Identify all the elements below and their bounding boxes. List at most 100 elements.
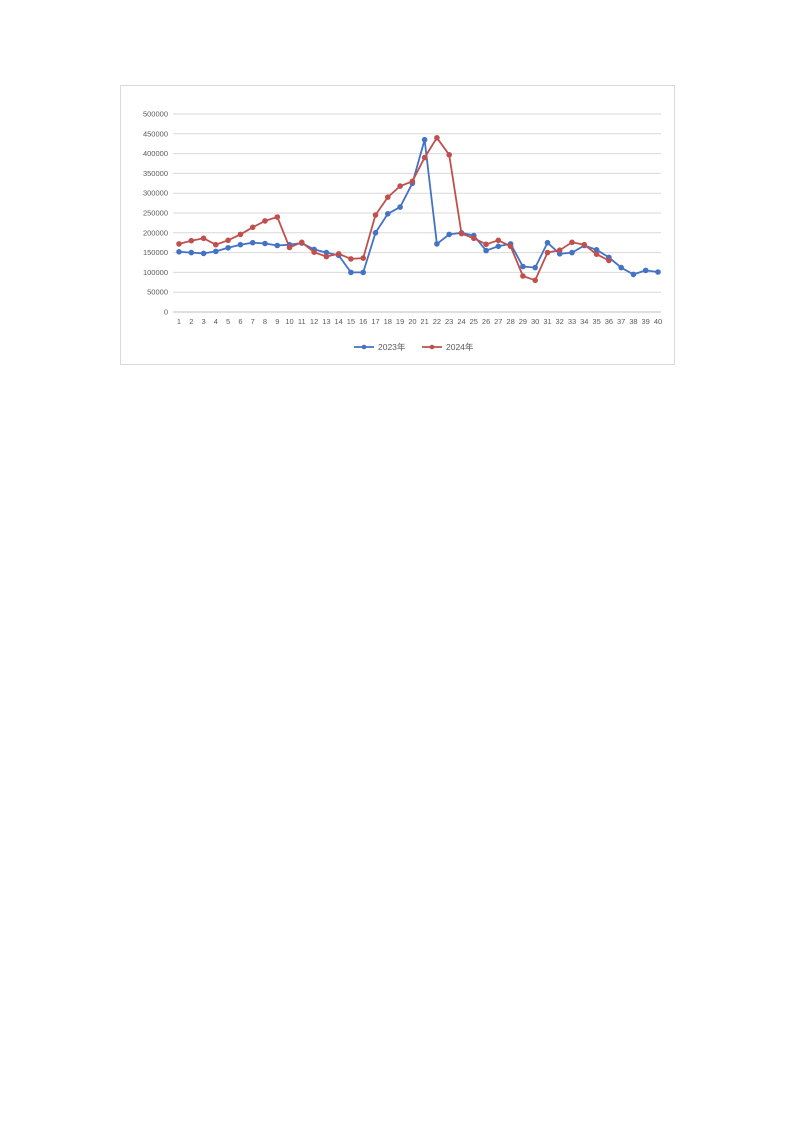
data-point-marker (213, 248, 219, 255)
x-axis-tick-label: 5 (226, 317, 230, 326)
x-axis-tick-label: 15 (347, 317, 355, 326)
data-point-marker (532, 277, 539, 284)
data-point-marker (348, 269, 354, 276)
x-axis-tick-label: 9 (275, 317, 279, 326)
x-axis-tick-label: 19 (396, 317, 404, 326)
data-point-marker (630, 271, 637, 278)
data-point-marker (421, 136, 428, 143)
data-point-marker (569, 249, 575, 256)
y-axis-tick-label: 0 (164, 308, 168, 317)
legend-label: 2024年 (446, 342, 474, 352)
data-point-marker (188, 237, 195, 244)
data-point-marker (237, 241, 244, 248)
data-point-marker (556, 247, 563, 253)
x-axis-tick-label: 17 (371, 317, 379, 326)
x-axis-tick-label: 24 (457, 317, 465, 326)
data-point-marker (200, 250, 207, 257)
data-point-marker (274, 242, 281, 249)
y-axis-tick-label: 50000 (147, 288, 168, 297)
data-point-marker (495, 237, 502, 244)
x-axis-tick-label: 37 (617, 317, 625, 326)
x-axis-tick-label: 31 (543, 317, 551, 326)
data-point-marker (397, 204, 403, 210)
data-point-marker (323, 253, 330, 260)
legend-label: 2023年 (378, 342, 406, 352)
x-axis-tick-label: 33 (568, 317, 576, 326)
data-point-marker (446, 152, 453, 158)
data-point-marker (176, 241, 182, 247)
x-axis-tick-label: 11 (298, 317, 306, 326)
chart-svg: 0500001000001500002000002500003000003500… (143, 110, 662, 353)
legend-marker (361, 344, 367, 350)
data-point-marker (507, 243, 514, 250)
x-axis-tick-label: 29 (519, 317, 527, 326)
x-axis-tick-label: 14 (335, 317, 343, 326)
data-point-marker (262, 218, 268, 224)
series-line-0 (178, 139, 659, 276)
x-axis-tick-label: 28 (506, 317, 514, 326)
x-axis-tick-label: 10 (285, 317, 293, 326)
legend-item-1[interactable]: 2024年 (422, 342, 474, 352)
data-point-marker (299, 239, 305, 246)
x-axis-tick-label: 13 (322, 317, 330, 326)
data-point-marker (225, 245, 231, 251)
x-axis-tick-label: 20 (408, 317, 416, 326)
y-axis-tick-label: 250000 (143, 209, 168, 218)
data-point-marker (606, 257, 612, 264)
x-axis-tick-label: 1 (177, 317, 181, 326)
data-point-marker (421, 154, 428, 161)
y-axis-tick-label: 350000 (143, 169, 168, 178)
x-axis-tick-label: 6 (238, 317, 242, 326)
data-point-marker (544, 239, 551, 246)
data-point-marker (311, 249, 317, 255)
x-axis-tick-label: 35 (592, 317, 600, 326)
data-point-marker (642, 267, 649, 274)
data-point-marker (569, 239, 575, 246)
data-point-marker (385, 211, 391, 217)
x-axis-tick-label: 39 (642, 317, 650, 326)
x-axis-tick-label: 26 (482, 317, 490, 326)
data-point-marker (434, 241, 440, 247)
y-axis-tick-label: 300000 (143, 189, 168, 198)
line-chart[interactable]: 0 50000 100000 150000 200000 250000 300000 3500… (120, 85, 675, 365)
data-point-marker (434, 135, 440, 141)
data-point-marker (446, 231, 453, 238)
x-axis-tick-label: 23 (445, 317, 453, 326)
x-axis-tick-label: 30 (531, 317, 539, 326)
data-point-marker (520, 263, 526, 270)
data-point-marker (495, 243, 502, 250)
data-point-marker (581, 241, 588, 248)
data-point-marker (655, 269, 661, 275)
data-point-marker (188, 249, 195, 256)
x-axis-tick-label: 21 (420, 317, 428, 326)
x-axis-tick-label: 27 (494, 317, 502, 326)
y-axis-tick-label: 100000 (143, 268, 168, 277)
x-axis-tick-label: 7 (251, 317, 255, 326)
legend-item-0[interactable]: 2023年 (354, 342, 406, 352)
data-point-marker (618, 264, 625, 271)
data-point-marker (458, 230, 465, 237)
chart-plot-area: 0 50000 100000 150000 200000 250000 300000 3500… (121, 86, 674, 364)
x-axis-tick-label: 38 (629, 317, 637, 326)
y-axis-tick-label: 450000 (143, 129, 168, 138)
data-point-marker (360, 269, 366, 276)
x-axis-tick-label: 2 (189, 317, 193, 326)
series-line-1 (178, 136, 610, 282)
x-axis-tick-label: 4 (214, 317, 218, 326)
x-axis-tick-label: 32 (556, 317, 564, 326)
x-axis-tick-label: 18 (384, 317, 392, 326)
data-point-marker (200, 235, 207, 242)
data-point-marker (213, 241, 219, 248)
data-point-marker (286, 244, 293, 251)
data-point-marker (225, 237, 231, 244)
data-point-marker (335, 251, 342, 257)
y-axis-tick-label: 400000 (143, 149, 168, 158)
x-axis-tick-label: 3 (202, 317, 206, 326)
x-axis-tick-label: 40 (654, 317, 662, 326)
data-point-marker (385, 194, 391, 200)
x-axis-tick-label: 34 (580, 317, 588, 326)
data-point-marker (249, 224, 256, 231)
data-point-marker (274, 214, 281, 220)
x-axis-tick-label: 22 (433, 317, 441, 326)
